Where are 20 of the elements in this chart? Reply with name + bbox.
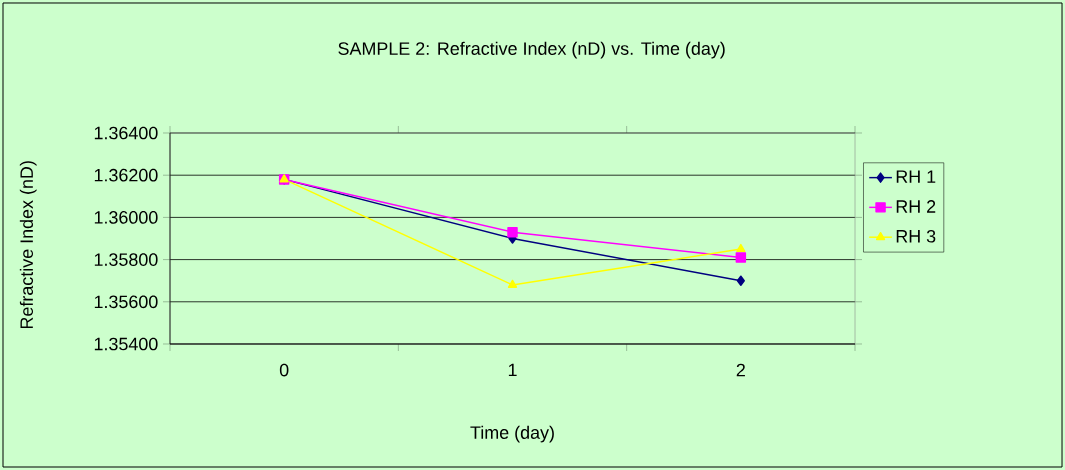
point (736, 275, 745, 286)
y-tick-label: 1.36000 (94, 211, 158, 224)
y-tick-label: 1.36400 (94, 126, 158, 140)
point (507, 279, 518, 288)
y-tick-label: 1.36200 (94, 168, 158, 182)
x-tick-label: 0 (279, 363, 289, 377)
point (736, 243, 746, 253)
x-tick-label: 1 (508, 363, 517, 377)
x-axis-title: Time (day) (470, 425, 554, 443)
legend-label: RH 1 (896, 170, 936, 183)
y-tick-label: 1.35600 (94, 295, 158, 309)
legend-label: RH 3 (896, 229, 936, 243)
point (735, 252, 747, 263)
x-tick-label: 2 (736, 363, 745, 377)
y-axis-title: Refractive Index (nD) (19, 161, 37, 329)
y-tick-label: 1.35400 (94, 337, 158, 351)
legend-label: RH 2 (896, 200, 936, 213)
point (507, 226, 518, 238)
chart-title: SAMPLE 2: Refractive Index (nD) vs. Time (day) (338, 41, 725, 59)
y-tick-label: 1.35800 (94, 253, 158, 266)
